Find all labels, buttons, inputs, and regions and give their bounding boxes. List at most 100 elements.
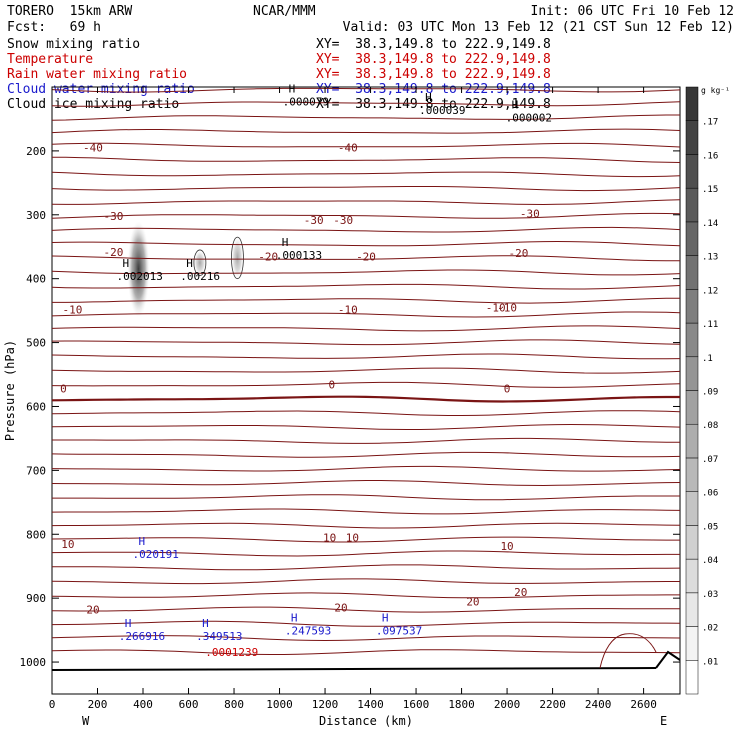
plot-frame	[51, 86, 681, 695]
y-tick-label-0: 200	[26, 145, 46, 158]
ice-plume-outline-2	[231, 236, 244, 280]
x-tick-label-2: 400	[133, 698, 153, 711]
contour-label-4-0: 0	[60, 383, 67, 396]
contour-label-5-1: 10	[323, 531, 336, 544]
y-tick-label-1: 300	[26, 209, 46, 222]
ice-plume-2	[231, 237, 244, 279]
isotherm-line-32	[51, 536, 680, 543]
isotherm-line-35	[51, 578, 680, 585]
colorbar-label-0: .01	[702, 657, 718, 667]
colorbar-label-15: .16	[702, 151, 718, 161]
isotherm-line-19	[51, 353, 681, 360]
max-value-10: .097537	[376, 625, 422, 638]
max-marker-6: H	[138, 535, 145, 548]
isotherm-line-25	[52, 437, 681, 444]
isotherm-line-39	[51, 635, 681, 642]
isotherm-line-33	[51, 550, 680, 557]
max-marker-9: H	[291, 612, 298, 625]
isotherm-line-14	[51, 283, 681, 290]
colorbar-label-4: .05	[702, 522, 718, 532]
x-tick-label-4: 800	[224, 698, 244, 711]
isotherm-line-17	[51, 325, 681, 332]
colorbar-label-7: .08	[702, 421, 718, 431]
terrain-line	[51, 667, 657, 671]
isotherm-line-34	[52, 564, 681, 571]
x-tick-label-13: 2600	[630, 698, 657, 711]
colorbar-cell-2	[685, 592, 699, 627]
field-name-rain: Rain water mixing ratio	[7, 67, 188, 82]
colorbar-cell-16	[685, 120, 699, 155]
x-axis-label: Distance (km)	[319, 714, 413, 728]
init-time: Init: 06 UTC Fri 10 Feb 12	[530, 4, 735, 19]
field-name-cloud-water: Cloud water mixing ratio	[7, 82, 195, 97]
isotherm-line-16	[51, 311, 681, 318]
y-tick-label-4: 600	[26, 400, 46, 413]
isotherm-line-12	[51, 255, 681, 262]
y-tick-label-8: 1000	[20, 656, 47, 669]
colorbar-label-10: .11	[702, 320, 718, 330]
field-name-temperature: Temperature	[7, 52, 94, 67]
y-axis-label: Pressure (hPa)	[3, 340, 17, 441]
isotherm-line-28	[51, 480, 681, 487]
isotherm-line-10	[51, 226, 681, 233]
isotherm-line-6	[51, 171, 681, 178]
contour-label-6-1: 20	[334, 602, 347, 615]
max-value-6: .020191	[132, 548, 178, 561]
colorbar-label-1: .02	[702, 624, 718, 634]
contour-label-6-2: 20	[466, 595, 479, 608]
ice-plume-outline-1	[193, 249, 207, 276]
contour-label-2-2: -20	[356, 250, 376, 263]
warm-loop-contour	[599, 633, 657, 669]
isotherm-line-7	[51, 186, 681, 192]
field-name-cloud-ice: Cloud ice mixing ratio	[7, 97, 180, 112]
colorbar-cell-10	[685, 322, 699, 358]
y-tick-label-7: 900	[26, 592, 46, 605]
max-value-2: .000002	[506, 112, 552, 125]
colorbar-cell-0	[685, 660, 699, 695]
max-marker-0: H	[289, 83, 296, 96]
isotherm-line-5	[51, 156, 681, 163]
field-xy-rain: XY= 38.3,149.8 to 222.9,149.8	[316, 67, 551, 82]
isotherm-line-31	[51, 522, 681, 529]
isotherm-line-20	[51, 367, 681, 374]
colorbar-cell-7	[685, 423, 699, 459]
max-marker-4: H	[123, 257, 130, 270]
colorbar-label-8: .09	[702, 388, 718, 398]
colorbar-cell-1	[685, 626, 699, 661]
contour-label-0-0: -40	[83, 142, 103, 155]
max-marker-5: H	[186, 257, 193, 270]
colorbar-cell-14	[685, 187, 699, 223]
isotherm-line-15	[52, 297, 681, 304]
colorbar-label-12: .13	[702, 253, 718, 263]
isotherm-line-38	[51, 620, 681, 627]
contour-label-1-3: -30	[520, 208, 540, 221]
field-xy-cloud-water: XY= 38.3,149.8 to 222.9,149.8	[316, 82, 551, 97]
isotherm-line-2	[51, 114, 680, 121]
max-marker-7: H	[125, 617, 132, 630]
isotherm-line-9	[51, 212, 681, 219]
field-xy-temperature: XY= 38.3,149.8 to 222.9,149.8	[316, 52, 551, 67]
isotherm-line-22	[51, 395, 680, 403]
x-tick-label-6: 1200	[312, 698, 339, 711]
x-tick-label-12: 2400	[585, 698, 612, 711]
isotherm-line-27	[51, 465, 681, 472]
colorbar-cell-9	[685, 356, 699, 391]
field-xy-cloud-ice: XY= 38.3,149.8 to 222.9,149.8	[316, 97, 551, 112]
colorbar-label-3: .04	[702, 556, 718, 566]
isotherm-line-11	[51, 240, 681, 247]
field-name-snow: Snow mixing ratio	[7, 37, 141, 52]
colorbar-label-5: .06	[702, 489, 718, 499]
colorbar-cell-6	[685, 457, 699, 492]
max-marker-8: H	[202, 617, 209, 630]
max-value-7: .266916	[119, 630, 165, 643]
isotherm-line-40	[51, 649, 681, 655]
x-tick-label-0: 0	[49, 698, 56, 711]
east-label: E	[660, 714, 667, 728]
contour-label-2-0: -20	[103, 246, 123, 259]
y-tick-label-5: 700	[26, 464, 46, 477]
colorbar-label-14: .15	[702, 185, 718, 195]
isotherm-line-3	[51, 128, 681, 134]
colorbar-cell-3	[685, 558, 699, 594]
max-value-8: .349513	[196, 630, 242, 643]
colorbar-label-6: .07	[702, 455, 718, 465]
